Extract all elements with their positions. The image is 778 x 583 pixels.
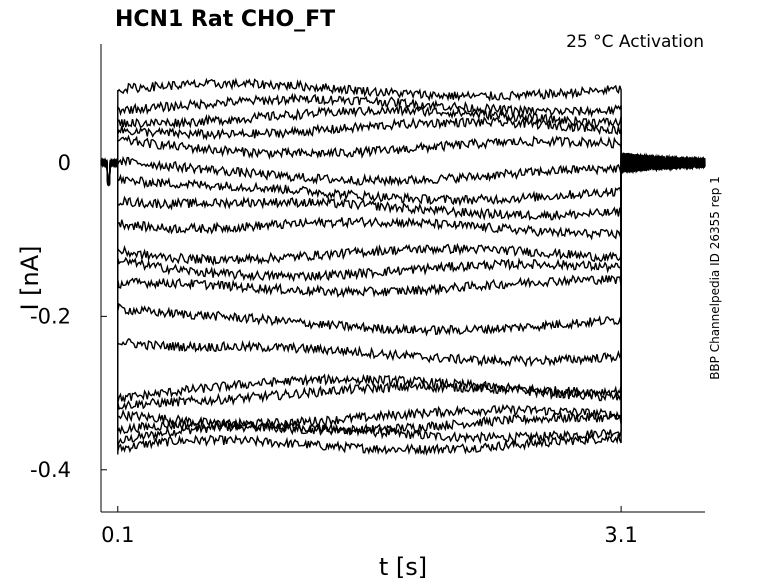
trace-13 (100, 152, 706, 221)
x-axis-label: t [s] (379, 553, 427, 581)
trace-20 (100, 77, 706, 185)
trace-9 (100, 154, 706, 299)
y-tick-label-3: -0.4 (30, 458, 71, 482)
traces-group (100, 77, 706, 456)
trace-10 (100, 153, 706, 283)
trace-14 (100, 152, 706, 207)
chart-annotation: 25 °C Activation (566, 32, 704, 52)
x-tick-label-1: 0.1 (101, 523, 134, 547)
trace-2 (100, 152, 706, 456)
x-tick-label-2: 3.1 (604, 523, 637, 547)
y-tick-label-2: -0.2 (30, 304, 71, 328)
y-ticks: 0 -0.2 -0.4 (30, 151, 107, 482)
trace-16 (100, 134, 706, 186)
y-tick-label-1: 0 (58, 151, 71, 175)
chart-title: HCN1 Rat CHO_FT (115, 7, 335, 32)
x-ticks: 0.1 3.1 (101, 506, 638, 547)
trace-17 (100, 116, 706, 185)
trace-15 (100, 151, 706, 188)
y-axis-label: I [nA] (16, 245, 44, 310)
trace-1 (100, 153, 706, 447)
side-label: BBP Channelpedia ID 26355 rep 1 (708, 176, 722, 380)
